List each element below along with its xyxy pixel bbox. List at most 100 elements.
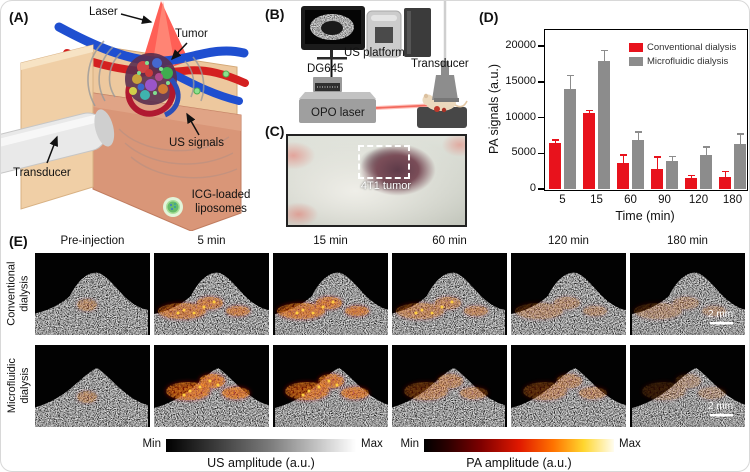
transducer-cylinder	[1, 109, 115, 180]
us-pa-image	[33, 253, 150, 335]
transducer-label: Transducer	[13, 167, 71, 179]
error-bar	[637, 131, 639, 141]
bar-conventional-120	[685, 178, 697, 189]
error-bar	[569, 75, 571, 89]
us-pa-image	[273, 345, 390, 427]
column-header-120min: 120 min	[548, 235, 589, 247]
error-cap	[634, 131, 642, 133]
bar-microfluidic-180	[734, 144, 746, 189]
column-header-15min: 15 min	[313, 235, 348, 247]
us-pa-image: 2 mm	[630, 253, 747, 335]
column-header-60min: 60 min	[432, 235, 467, 247]
bar-conventional-90	[651, 169, 663, 189]
opo-laser-box	[299, 92, 376, 123]
y-tick-label: 0	[529, 182, 536, 194]
error-cap	[668, 155, 676, 157]
error-cap	[619, 154, 627, 156]
us-pa-image	[511, 253, 626, 335]
us-pa-image	[154, 253, 269, 335]
y-tick	[538, 45, 544, 47]
plot-area	[544, 29, 748, 191]
us-waves	[87, 40, 205, 107]
x-tick-label: 180	[722, 194, 743, 206]
us-signals-label: US signals	[169, 137, 224, 149]
x-tick-label: 60	[624, 194, 637, 206]
us-colorbar-label: US amplitude (a.u.)	[207, 456, 315, 470]
tumor-photo-label: 4T1 tumor	[360, 180, 412, 192]
setup-illustration	[299, 1, 468, 128]
column-header-180min: 180 min	[667, 235, 708, 247]
bar-microfluidic-60	[632, 140, 644, 189]
us-pa-image	[273, 253, 390, 335]
transducer-b-label: Transducer	[411, 58, 469, 70]
bar-microfluidic-90	[666, 161, 678, 189]
error-bar	[690, 175, 692, 179]
error-cap	[600, 49, 608, 52]
error-bar	[554, 140, 556, 143]
bar-conventional-180	[719, 176, 731, 189]
legend-swatch-gray	[629, 57, 643, 66]
x-axis-title: Time (min)	[615, 209, 675, 223]
error-bar	[739, 134, 741, 144]
error-cap	[702, 146, 710, 148]
mouse-tumor-photo: 4T1 tumor	[286, 134, 467, 227]
us-platform-device	[366, 8, 431, 58]
bar-conventional-15	[583, 112, 595, 189]
error-cap	[551, 139, 559, 141]
x-tick-label: 90	[658, 194, 671, 206]
y-tick	[538, 152, 544, 155]
transducer-cone	[432, 61, 459, 102]
us-colorbar-min: Min	[142, 438, 161, 450]
dg645-box	[313, 77, 342, 92]
error-cap	[653, 156, 661, 158]
panel-a-schematic: (A) Laser Tumor Transducer US signals IC…	[1, 1, 259, 232]
y-tick	[538, 81, 544, 83]
panel-c-photo: (C) 4T1 tumor	[259, 119, 476, 231]
tissue-schematic-illustration	[1, 1, 249, 232]
us-pa-image	[154, 345, 269, 427]
x-tick-label: 120	[688, 194, 709, 206]
us-pa-image	[511, 345, 626, 427]
y-axis-title: PA signals (a.u.)	[487, 63, 501, 155]
error-bar	[622, 154, 624, 163]
legend-swatch-red	[629, 43, 643, 52]
error-cap	[566, 74, 574, 77]
error-bar	[705, 146, 707, 155]
monitor	[301, 6, 365, 60]
y-tick-label: 10000	[505, 110, 536, 123]
panel-e-images: (E) Pre-injection 5 min 15 min 60 min 12…	[1, 229, 749, 471]
bar-conventional-60	[617, 162, 629, 189]
us-colorbar	[166, 439, 356, 452]
error-bar	[603, 50, 605, 62]
legend-label: Conventional dialysis	[647, 42, 737, 53]
svg-text:2 mm: 2 mm	[708, 401, 733, 412]
error-bar	[671, 156, 673, 162]
y-tick-label: 20000	[505, 39, 536, 52]
bar-microfluidic-15	[598, 61, 610, 189]
error-cap	[736, 133, 744, 135]
pa-colorbar-max: Max	[619, 438, 641, 450]
y-tick	[538, 188, 544, 190]
bar-conventional-5	[549, 142, 561, 189]
us-colorbar-max: Max	[361, 438, 383, 450]
opo-laser-label: OPO laser	[311, 107, 365, 119]
us-pa-image	[390, 253, 507, 335]
us-platform-label: US platform	[344, 47, 405, 59]
y-tick-label: 15000	[505, 74, 536, 87]
row-label-conventional: Conventional dialysis	[5, 261, 30, 327]
error-bar	[724, 171, 726, 177]
panel-b-setup: (B) US platform DG645 Transducer OPO las…	[259, 1, 476, 129]
panel-e-tag: (E)	[9, 233, 28, 249]
panel-a-tag: (A)	[9, 9, 29, 25]
laser-label: Laser	[89, 6, 118, 18]
us-pa-image	[33, 345, 150, 427]
error-bar	[656, 156, 658, 169]
bar-microfluidic-5	[564, 89, 576, 189]
liposome-icon	[163, 197, 183, 217]
tumor-label: Tumor	[175, 28, 208, 40]
error-cap	[687, 174, 695, 177]
liposomes-label: ICG-loaded liposomes	[191, 189, 251, 215]
column-header-5min: 5 min	[197, 235, 226, 247]
us-pa-image	[390, 345, 507, 427]
